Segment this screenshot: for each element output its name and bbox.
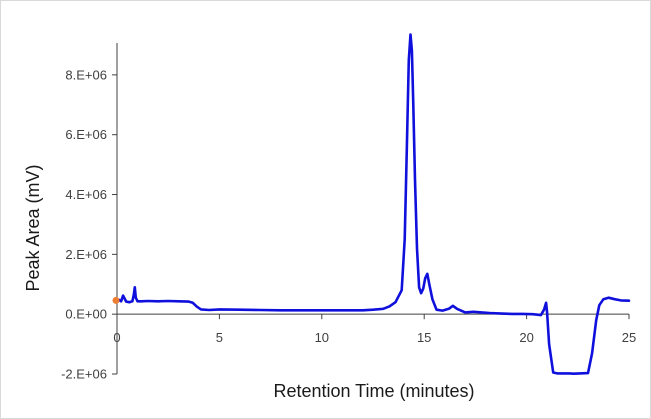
axes xyxy=(112,43,630,375)
x-tick-label: 5 xyxy=(216,330,223,345)
y-axis-label: Peak Area (mV) xyxy=(23,164,43,291)
x-tick-label: 10 xyxy=(315,330,329,345)
y-tick-label: 6.E+06 xyxy=(65,127,107,142)
y-tick-label: 8.E+06 xyxy=(65,67,107,82)
y-tick-label: 0.E+00 xyxy=(65,307,107,322)
x-tick-label: 0 xyxy=(113,330,120,345)
series-group xyxy=(112,33,631,376)
y-tick-label: 2.E+06 xyxy=(65,247,107,262)
x-tick-label: 25 xyxy=(622,330,636,345)
y-tick-label: -2.E+06 xyxy=(61,367,107,382)
x-tick-label: 15 xyxy=(417,330,431,345)
start-marker-point xyxy=(112,296,120,304)
tick-labels: -2.E+06 0.E+00 2.E+06 4.E+06 6.E+06 8.E+06 0 5 1… xyxy=(61,67,636,381)
x-tick-label: 20 xyxy=(519,330,533,345)
y-tick-label: 4.E+06 xyxy=(65,187,107,202)
x-axis-label: Retention Time (minutes) xyxy=(273,381,474,401)
series-line-0 xyxy=(115,33,631,376)
